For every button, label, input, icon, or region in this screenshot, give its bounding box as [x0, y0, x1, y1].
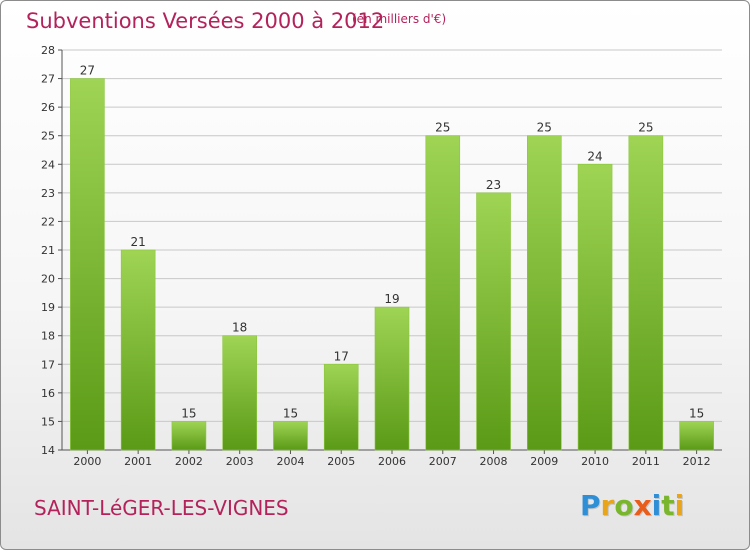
bar[interactable]: [476, 192, 511, 451]
y-tick-label: 28: [41, 44, 55, 57]
y-tick-label: 24: [41, 158, 55, 171]
data-label: 27: [80, 64, 95, 78]
logo-letter: P: [580, 489, 601, 522]
x-tick-label: 2012: [683, 455, 711, 468]
y-tick-label: 19: [41, 301, 55, 314]
x-tick-label: 2005: [327, 455, 355, 468]
bar[interactable]: [577, 163, 613, 451]
data-label: 24: [587, 149, 602, 163]
bar[interactable]: [120, 249, 156, 451]
data-label: 21: [131, 235, 146, 249]
x-tick-label: 2004: [276, 455, 304, 468]
data-label: 19: [384, 292, 399, 306]
x-tick-label: 2007: [429, 455, 457, 468]
x-tick-label: 2011: [632, 455, 660, 468]
bar[interactable]: [679, 421, 714, 451]
bar[interactable]: [323, 363, 359, 451]
data-label: 17: [334, 349, 349, 363]
data-label: 15: [283, 406, 298, 420]
data-label: 15: [689, 406, 704, 420]
proxiti-logo[interactable]: Proxiti: [580, 489, 684, 522]
logo-letter: o: [614, 489, 634, 522]
data-label: 23: [486, 178, 501, 192]
bar[interactable]: [374, 306, 410, 451]
y-tick-label: 14: [41, 444, 55, 457]
y-tick-label: 22: [41, 215, 55, 228]
logo-letter: i: [674, 489, 685, 522]
y-tick-label: 23: [41, 187, 55, 200]
y-tick-label: 25: [41, 130, 55, 143]
commune-name: SAINT-LéGER-LES-VIGNES: [34, 496, 289, 520]
logo-letter: t: [661, 489, 675, 522]
x-tick-label: 2002: [175, 455, 203, 468]
x-tick-label: 2006: [378, 455, 406, 468]
x-tick-label: 2008: [480, 455, 508, 468]
bar[interactable]: [628, 135, 664, 451]
y-tick-label: 18: [41, 330, 55, 343]
data-label: 25: [435, 121, 450, 135]
y-tick-label: 21: [41, 244, 55, 257]
chart-subtitle: (en milliers d'€): [352, 12, 447, 26]
x-tick-label: 2000: [73, 455, 101, 468]
bar[interactable]: [527, 135, 562, 451]
data-label: 15: [181, 406, 196, 420]
data-labels: 27 21 15 18 15 17 19 25 23 25 24 25 15: [80, 64, 705, 421]
bar[interactable]: [273, 421, 308, 451]
logo-letter: r: [600, 489, 615, 522]
data-label: 18: [232, 321, 247, 335]
bars: [70, 78, 714, 451]
x-tick-label: 2001: [124, 455, 152, 468]
y-tick-label: 17: [41, 358, 55, 371]
bar[interactable]: [70, 78, 105, 451]
logo-letter: x: [633, 489, 652, 522]
y-tick-label: 15: [41, 415, 55, 428]
chart-title: Subventions Versées 2000 à 2012: [26, 9, 385, 33]
logo-letter: i: [651, 489, 662, 522]
y-tick-label: 27: [41, 73, 55, 86]
x-tick-label: 2003: [226, 455, 254, 468]
y-tick-label: 26: [41, 101, 55, 114]
bar[interactable]: [222, 335, 257, 451]
bar[interactable]: [171, 421, 207, 451]
bar[interactable]: [425, 135, 461, 451]
y-tick-label: 16: [41, 387, 55, 400]
x-tick-label: 2009: [530, 455, 558, 468]
y-tick-label: 20: [41, 273, 55, 286]
data-label: 25: [638, 121, 653, 135]
x-tick-label: 2010: [581, 455, 609, 468]
data-label: 25: [537, 121, 552, 135]
